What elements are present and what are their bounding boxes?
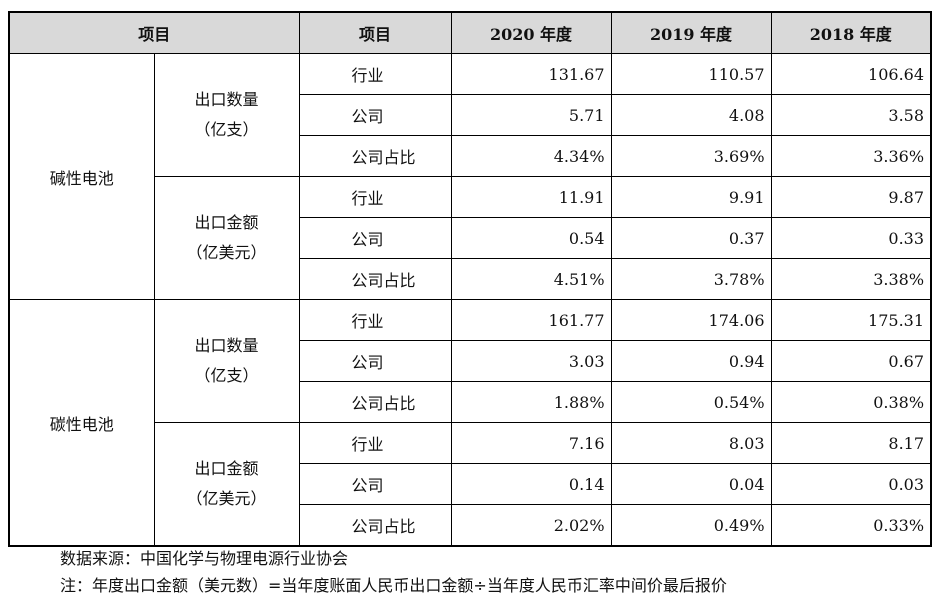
header-year-2020: 2020 年度 [450, 11, 612, 54]
metric-label: 行业 [298, 53, 452, 95]
battery-export-table: 项目 项目 2020 年度 2019 年度 2018 年度 碱性电池 出口数量 （亿… [8, 11, 933, 547]
value-2018: 3.38% [770, 258, 932, 300]
value-2019: 0.94 [610, 340, 772, 382]
value-2019: 174.06 [610, 299, 772, 341]
subgroup-label-line2: （亿美元） [186, 243, 267, 262]
metric-label: 行业 [298, 299, 452, 341]
battery-category: 碱性电池 [8, 53, 155, 300]
metric-label: 公司 [298, 340, 452, 382]
table-body: 碱性电池 出口数量 （亿支） 行业 131.67 110.57 106.64 公司 5.71 4.… [8, 53, 932, 547]
value-2018: 0.38% [770, 381, 932, 423]
value-2019: 0.04 [610, 463, 772, 505]
table-header-row: 项目 项目 2020 年度 2019 年度 2018 年度 [8, 11, 932, 54]
metric-label: 行业 [298, 176, 452, 218]
subgroup-label-line2: （亿支） [194, 366, 259, 385]
value-2018: 0.33 [770, 217, 932, 259]
value-2020: 7.16 [450, 422, 612, 464]
battery-category: 碳性电池 [8, 299, 155, 547]
subgroup-label-line1: 出口金额 [194, 213, 259, 232]
table-notes: 数据来源：中国化学与物理电源行业协会 注：年度出口金额（美元数）=当年度账面人民… [60, 545, 727, 599]
value-2019: 0.54% [610, 381, 772, 423]
header-year-2019: 2019 年度 [610, 11, 772, 54]
value-2019: 110.57 [610, 53, 772, 95]
value-2019: 0.37 [610, 217, 772, 259]
subgroup-label-line1: 出口数量 [194, 336, 259, 355]
value-2020: 11.91 [450, 176, 612, 218]
value-2018: 0.03 [770, 463, 932, 505]
metric-label: 公司 [298, 94, 452, 136]
value-2018: 9.87 [770, 176, 932, 218]
table-row: 公司占比 4.34% 3.69% 3.36% [9, 135, 932, 177]
value-2020: 0.14 [450, 463, 612, 505]
value-2018: 175.31 [770, 299, 932, 341]
table-row: 公司 3.03 0.94 0.67 [9, 340, 932, 382]
exchange-rate-note: 注：年度出口金额（美元数）=当年度账面人民币出口金额÷当年度人民币汇率中间价最后… [60, 576, 727, 595]
value-2020: 131.67 [450, 53, 612, 95]
metric-label: 公司 [298, 217, 452, 259]
value-2020: 0.54 [450, 217, 612, 259]
value-2020: 3.03 [450, 340, 612, 382]
metric-label: 公司占比 [298, 381, 452, 423]
value-2018: 106.64 [770, 53, 932, 95]
export-subgroup-label: 出口数量 （亿支） [153, 53, 300, 177]
value-2020: 5.71 [450, 94, 612, 136]
value-2018: 3.36% [770, 135, 932, 177]
value-2018: 3.58 [770, 94, 932, 136]
value-2019: 9.91 [610, 176, 772, 218]
table-row: 碱性电池 出口数量 （亿支） 行业 131.67 110.57 106.64 [8, 53, 932, 300]
value-2018: 0.33% [770, 504, 932, 547]
export-subgroup-label: 出口数量 （亿支） [153, 299, 300, 423]
value-2019: 3.69% [610, 135, 772, 177]
value-2019: 4.08 [610, 94, 772, 136]
table-row: 碳性电池 出口数量 （亿支） 行业 161.77 174.06 175.31 [8, 299, 932, 547]
subgroup-label-line1: 出口数量 [194, 90, 259, 109]
value-2020: 1.88% [450, 381, 612, 423]
table-row: 公司 5.71 4.08 3.58 [9, 94, 932, 136]
table-row: 出口金额 （亿美元） 行业 7.16 8.03 8.17 [9, 422, 932, 547]
value-2020: 2.02% [450, 504, 612, 547]
metric-label: 公司占比 [298, 135, 452, 177]
header-year-2018: 2018 年度 [770, 11, 932, 54]
metric-label: 公司占比 [298, 504, 452, 547]
table-row: 公司 0.54 0.37 0.33 [9, 217, 932, 259]
export-subgroup-label: 出口金额 （亿美元） [153, 422, 300, 547]
export-subgroup-label: 出口金额 （亿美元） [153, 176, 300, 300]
subgroup-label-line2: （亿支） [194, 120, 259, 139]
header-item-sub: 项目 [298, 11, 452, 54]
value-2019: 3.78% [610, 258, 772, 300]
table-row: 公司占比 1.88% 0.54% 0.38% [9, 381, 932, 423]
metric-label: 行业 [298, 422, 452, 464]
value-2019: 8.03 [610, 422, 772, 464]
value-2019: 0.49% [610, 504, 772, 547]
header-item: 项目 [8, 11, 300, 54]
value-2020: 4.34% [450, 135, 612, 177]
subgroup-label-line1: 出口金额 [194, 459, 259, 478]
table-row: 公司 0.14 0.04 0.03 [9, 463, 932, 505]
data-source-note: 数据来源：中国化学与物理电源行业协会 [60, 549, 349, 568]
value-2018: 0.67 [770, 340, 932, 382]
value-2018: 8.17 [770, 422, 932, 464]
table-row: 公司占比 4.51% 3.78% 3.38% [9, 258, 932, 300]
table-row: 公司占比 2.02% 0.49% 0.33% [9, 504, 932, 547]
value-2020: 4.51% [450, 258, 612, 300]
metric-label: 公司占比 [298, 258, 452, 300]
subgroup-label-line2: （亿美元） [186, 489, 267, 508]
value-2020: 161.77 [450, 299, 612, 341]
metric-label: 公司 [298, 463, 452, 505]
